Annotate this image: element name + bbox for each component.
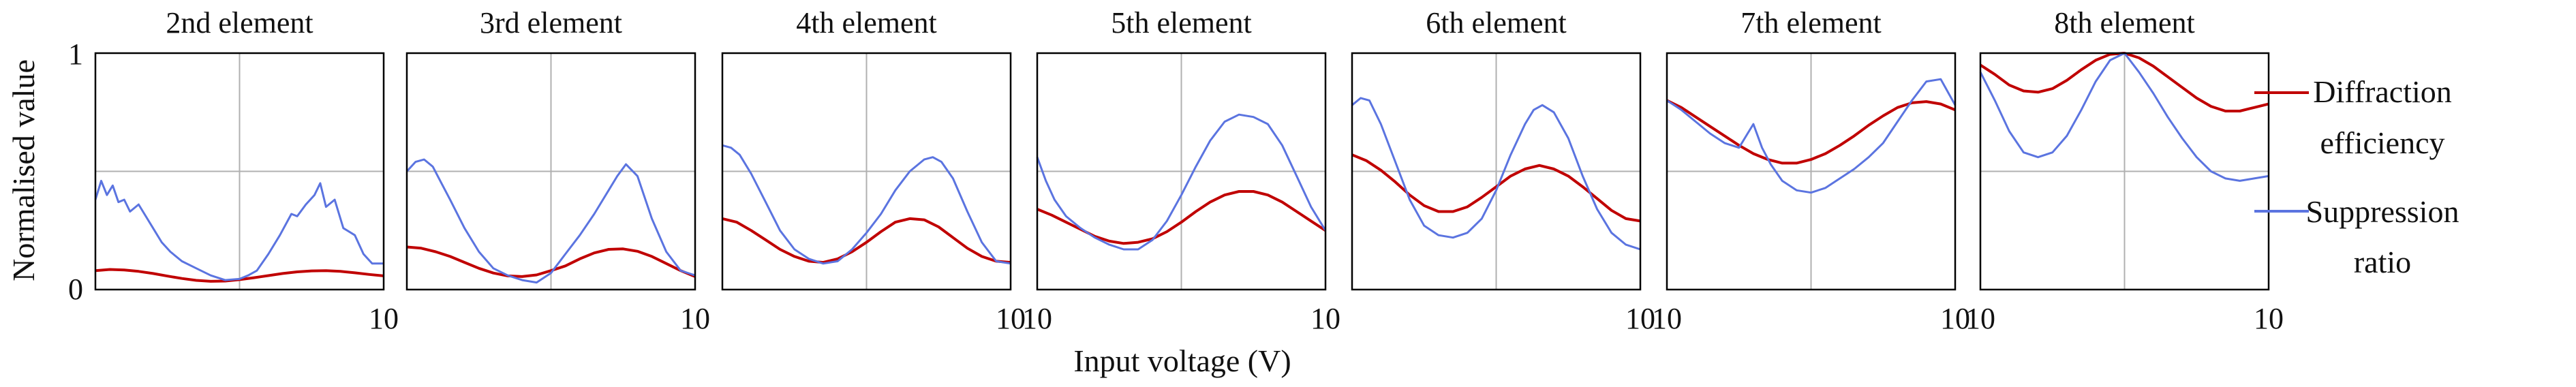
legend-label-efficiency-cont: efficiency (2320, 125, 2444, 160)
series-line-suppression (1036, 113, 1327, 251)
x-tick-label: 10 (369, 302, 399, 335)
panel-title: 8th element (2054, 6, 2195, 40)
panels: 2nd element 10 0 1 3rd element 10 4th element 1… (68, 6, 2284, 335)
series-line-efficiency (406, 245, 696, 278)
plot-frame (1666, 52, 1957, 291)
panel-3: 3rd element 10 (405, 6, 710, 335)
x-tick-label: 10 (1940, 302, 1970, 335)
series-line-suppression (1666, 78, 1957, 194)
panel-4: 4th element 10 (721, 6, 1026, 335)
panel-7: 7th element 10 10 (1652, 6, 1970, 335)
y-tick-label: 0 (68, 273, 83, 306)
panel-title: 4th element (796, 6, 937, 40)
panel-title: 5th element (1111, 6, 1252, 40)
panel-title: 2nd element (166, 6, 313, 40)
x-tick-label: 10 (996, 302, 1026, 335)
x-tick-label: 10 (1310, 302, 1340, 335)
panel-title: 7th element (1741, 6, 1882, 40)
panel-6: 6th element 10 (1351, 6, 1655, 335)
legend-label-efficiency: Diffraction (2313, 74, 2452, 109)
legend-label-suppression-cont: ratio (2354, 245, 2411, 279)
series-line-suppression (405, 158, 696, 284)
series-line-efficiency (1351, 153, 1641, 223)
series-line-suppression (1351, 97, 1641, 251)
series-line-efficiency (722, 217, 1011, 264)
x-tick-label: 10 (1022, 302, 1052, 335)
panel-title: 3rd element (480, 6, 622, 40)
plot-frame (721, 52, 1012, 291)
x-axis-label: Input voltage (V) (1073, 343, 1291, 378)
panel-title: 6th element (1426, 6, 1567, 40)
plot-frame (405, 52, 696, 291)
x-tick-label: 10 (1625, 302, 1655, 335)
plot-frame (1351, 52, 1642, 291)
x-tick-label: 10 (1965, 302, 1995, 335)
y-axis-label: Normalised value (6, 59, 41, 281)
panel-8: 8th element 10 10 (1965, 6, 2284, 335)
plot-frame (94, 52, 385, 291)
plot-frame (1036, 52, 1327, 291)
panel-5: 5th element 10 10 (1022, 6, 1340, 335)
series-line-efficiency (1666, 99, 1956, 165)
y-tick-label: 1 (68, 37, 83, 71)
panel-2: 2nd element 10 0 1 (68, 6, 399, 335)
series-line-suppression (94, 179, 384, 281)
plot-frame (1979, 52, 2270, 291)
x-tick-label: 10 (2254, 302, 2284, 335)
legend-label-suppression: Suppression (2306, 194, 2459, 229)
series-line-suppression (722, 144, 1011, 265)
x-tick-label: 10 (680, 302, 710, 335)
legend: Diffraction efficiency Suppression ratio (2254, 74, 2459, 279)
x-tick-label: 10 (1652, 302, 1682, 335)
